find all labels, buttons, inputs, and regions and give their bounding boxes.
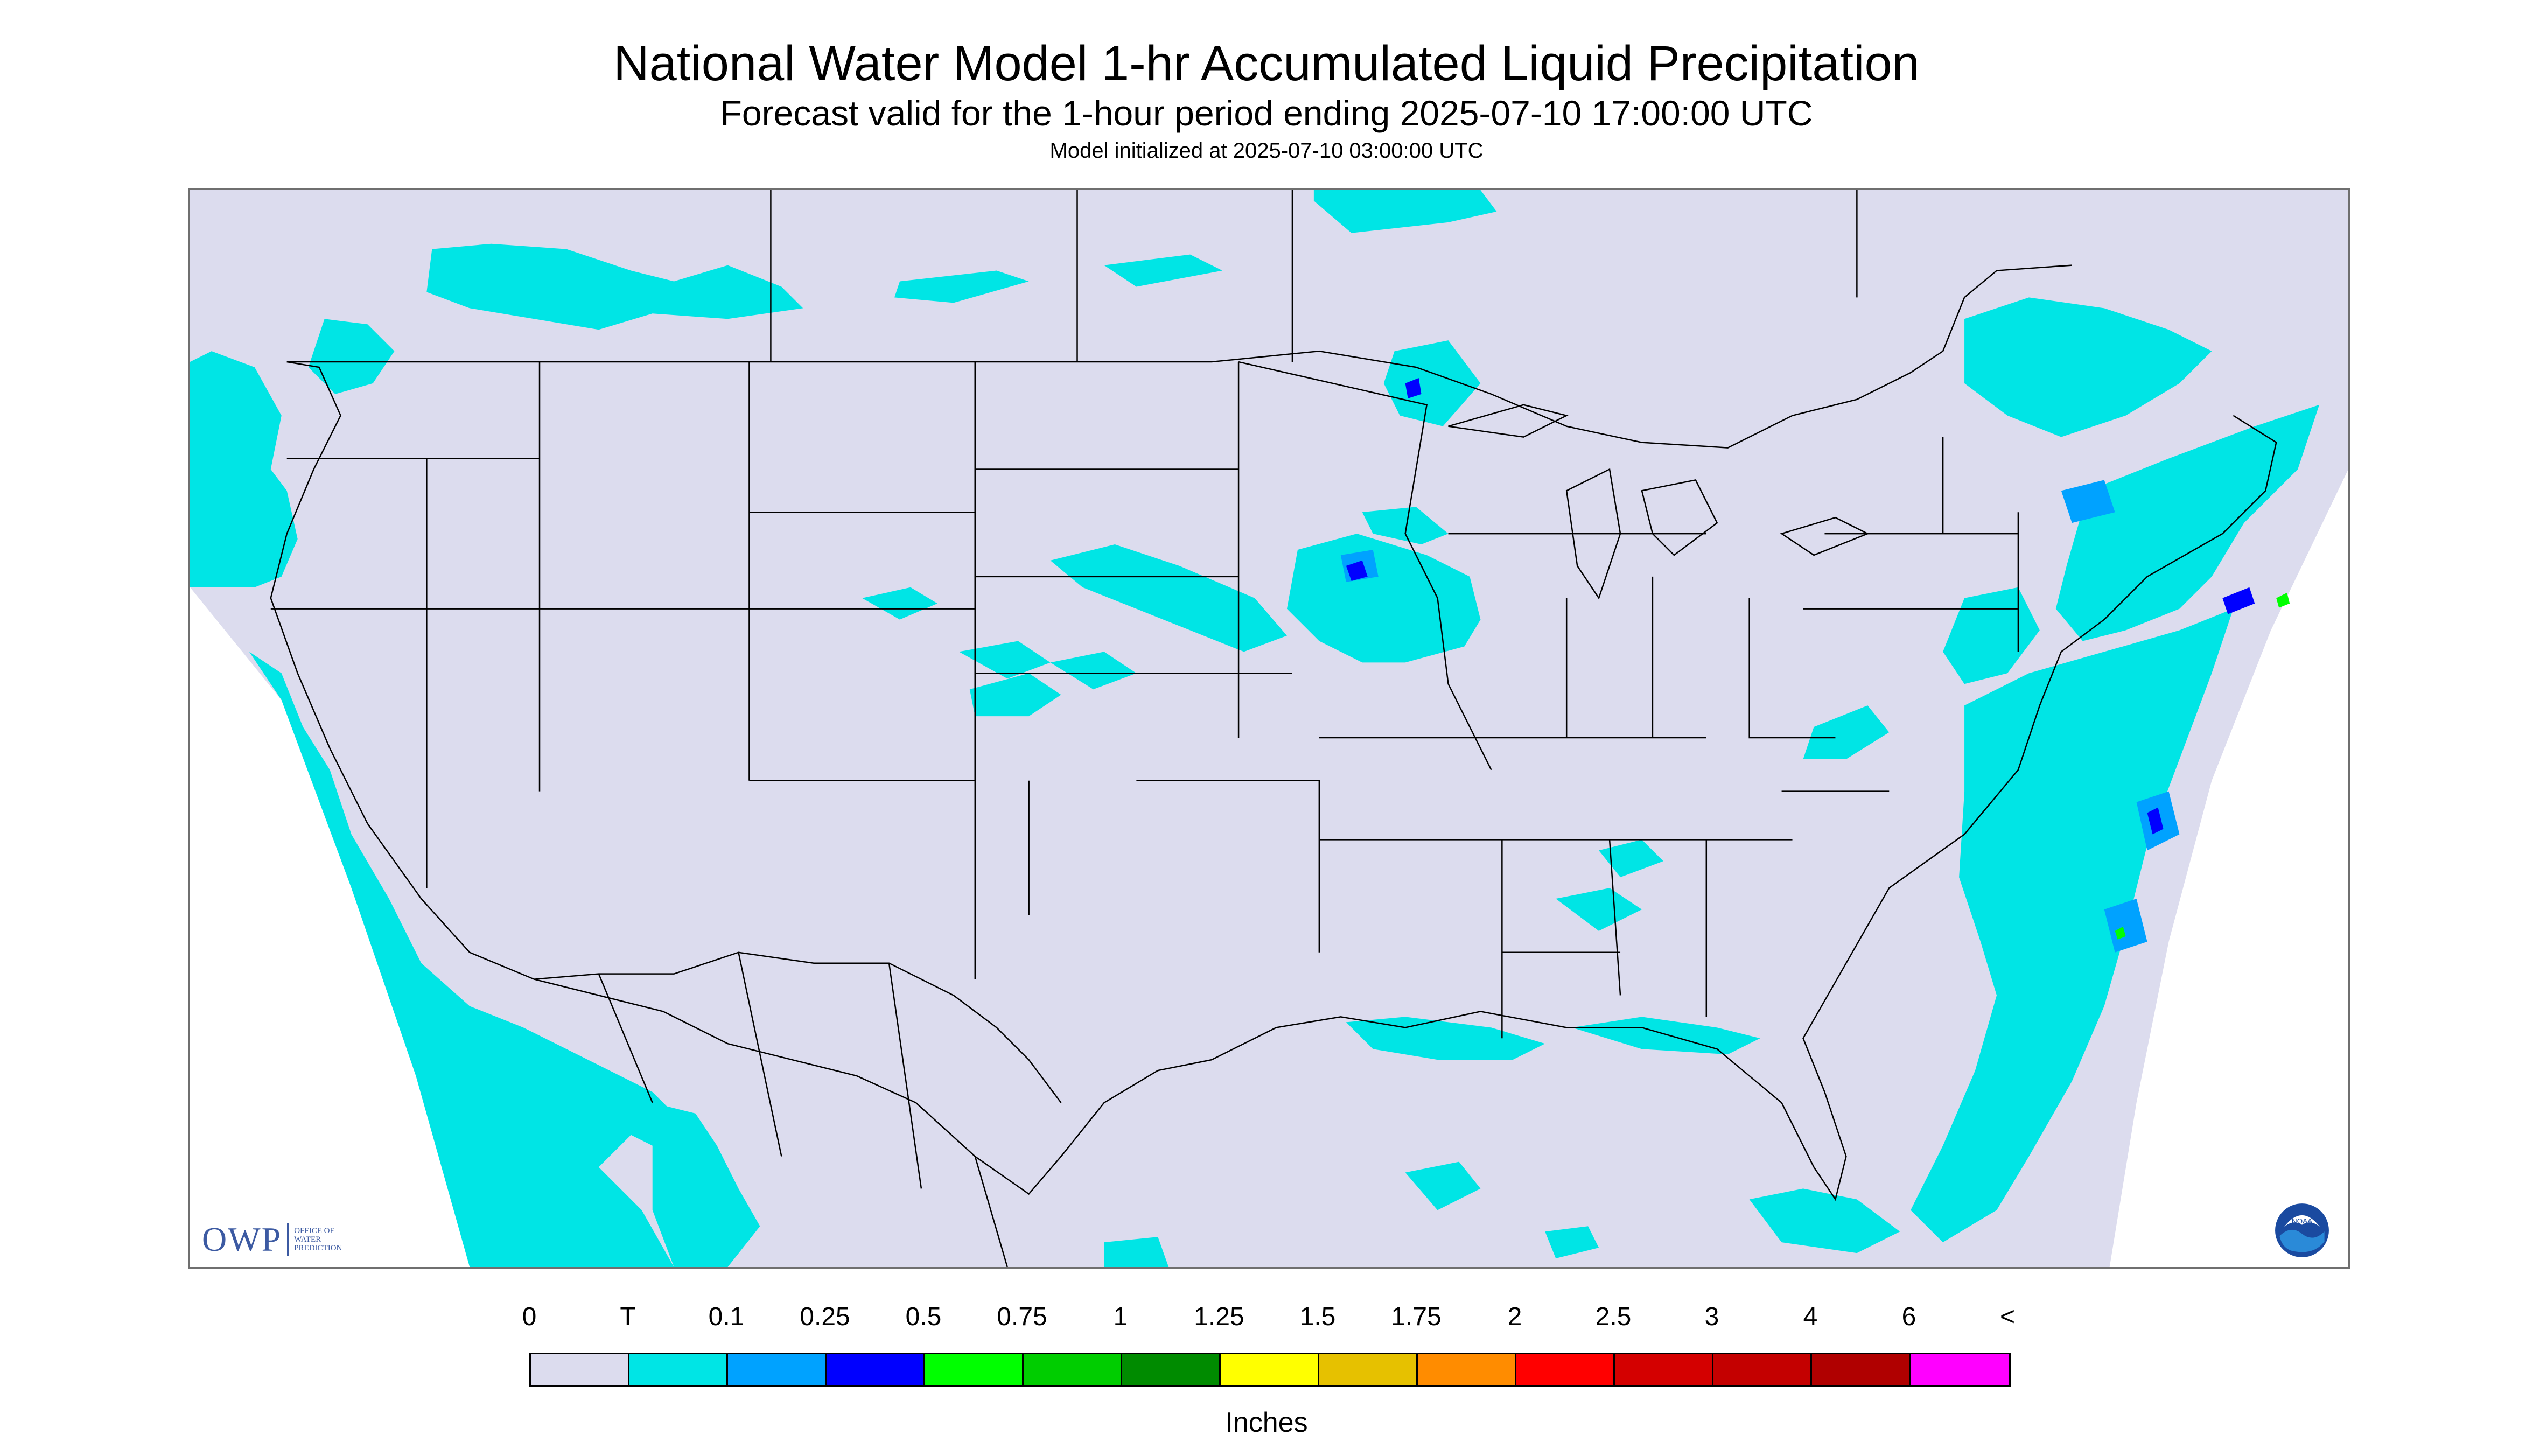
precip-blue-cores: [1346, 377, 2255, 835]
model-domain: [190, 190, 2348, 1267]
precipitation-map: OWP OFFICE OF WATER PREDICTION NOAA: [188, 188, 2350, 1269]
state-lines-northeast: [1803, 437, 2019, 652]
legend-tick-label: 4: [1803, 1303, 1818, 1331]
state-lines-plains: [974, 362, 1320, 953]
legend-color-bar: [529, 1353, 2011, 1387]
legend-tick-label: 1.25: [1194, 1303, 1244, 1331]
legend-swatch: [1221, 1354, 1319, 1385]
canada-provincial-lines: [770, 190, 1858, 362]
us-canada-border: [286, 264, 2072, 449]
legend-tick-label: T: [620, 1303, 636, 1331]
owp-logo-mark: OWP: [202, 1220, 282, 1258]
legend-swatch: [531, 1354, 629, 1385]
legend-tick-label: 0.75: [997, 1303, 1047, 1331]
precip-trace-areas: [190, 190, 2320, 1267]
precip-pacific-coast: [249, 652, 685, 1267]
legend-swatch: [1713, 1354, 1812, 1385]
owp-logo-divider: [287, 1223, 289, 1256]
legend-tick-label: 0: [522, 1303, 537, 1331]
great-lakes: [1448, 404, 1870, 600]
legend-tick-label: 3: [1704, 1303, 1719, 1331]
precip-iowa-minnesota: [1286, 534, 1481, 663]
precip-atlantic-offshore: [1911, 608, 2234, 1243]
legend-swatch: [1812, 1354, 1911, 1385]
legend-swatch: [1615, 1354, 1713, 1385]
legend-tick-label: 0.25: [800, 1303, 850, 1331]
legend-swatch: [629, 1354, 728, 1385]
legend-tick-label: 0.5: [905, 1303, 942, 1331]
state-lines-south: [1319, 790, 1890, 1039]
legend-swatch: [728, 1354, 827, 1385]
owp-logo: OWP OFFICE OF WATER PREDICTION: [202, 1220, 342, 1259]
legend-swatch: [1418, 1354, 1516, 1385]
map-title: National Water Model 1-hr Accumulated Li…: [613, 36, 1920, 91]
forecast-valid-subtitle: Forecast valid for the 1-hour period end…: [720, 93, 1813, 133]
precip-montana-north: [426, 243, 803, 330]
precip-wisconsin: [1362, 507, 1449, 545]
map-canvas: [190, 190, 2348, 1267]
legend-swatch: [1319, 1354, 1418, 1385]
precip-gulf-scatter: [1104, 1161, 1599, 1267]
legend-swatch: [1024, 1354, 1122, 1385]
owp-logo-text: OFFICE OF WATER PREDICTION: [294, 1227, 342, 1252]
legend-tick-label: 1.5: [1299, 1303, 1336, 1331]
legend-swatch: [1911, 1354, 2009, 1385]
precip-ohio-valley: [1803, 705, 1890, 759]
legend-tick-label: 2.5: [1595, 1303, 1632, 1331]
precip-green-cores: [2115, 592, 2290, 940]
state-lines-midwest: [1238, 361, 1836, 771]
model-init-subtitle: Model initialized at 2025-07-10 03:00:00…: [1049, 139, 1484, 163]
us-mexico-border: [534, 951, 1062, 1103]
precip-mexico-pacific: [652, 1102, 760, 1267]
precip-southeast: [1556, 839, 1760, 1055]
state-and-country-boundaries: [270, 190, 2277, 1267]
legend-tick-labels: 0 T 0.1 0.25 0.5 0.75 1 1.25 1.5 1.75 2 2.5 3 4 6 <: [0, 1302, 2533, 1340]
legend-swatch: [1122, 1354, 1221, 1385]
legend-tick-label: 2: [1507, 1303, 1522, 1331]
noaa-logo: NOAA: [2275, 1203, 2329, 1257]
precip-colorado: [862, 587, 1137, 717]
legend-swatch: [1516, 1354, 1615, 1385]
precip-northeast: [2055, 404, 2320, 641]
precip-florida-keys: [1749, 1188, 1900, 1254]
precip-lake-superior: [1313, 190, 1497, 426]
precip-gulf-coast: [1346, 1017, 1545, 1060]
legend-swatch: [827, 1354, 925, 1385]
conus-outline: [270, 361, 2277, 1201]
precip-nd-streaks: [894, 254, 1223, 303]
precip-mid-atlantic: [1943, 587, 2040, 684]
legend-tick-label: <: [1999, 1303, 2016, 1331]
legend-tick-label: 1: [1113, 1303, 1128, 1331]
legend-swatch: [925, 1354, 1024, 1385]
legend-tick-label: 0.1: [708, 1303, 745, 1331]
precip-washington: [308, 319, 395, 394]
svg-text:NOAA: NOAA: [2292, 1217, 2312, 1226]
mexico-state-lines: [598, 952, 1008, 1267]
legend-tick-label: 1.75: [1391, 1303, 1442, 1331]
legend-unit-label: Inches: [1225, 1407, 1308, 1438]
precip-nebraska-streak: [1050, 544, 1287, 652]
precip-pacific-northwest: [190, 351, 298, 587]
legend-tick-label: 6: [1901, 1303, 1916, 1331]
precip-maine-canada: [1964, 297, 2212, 437]
